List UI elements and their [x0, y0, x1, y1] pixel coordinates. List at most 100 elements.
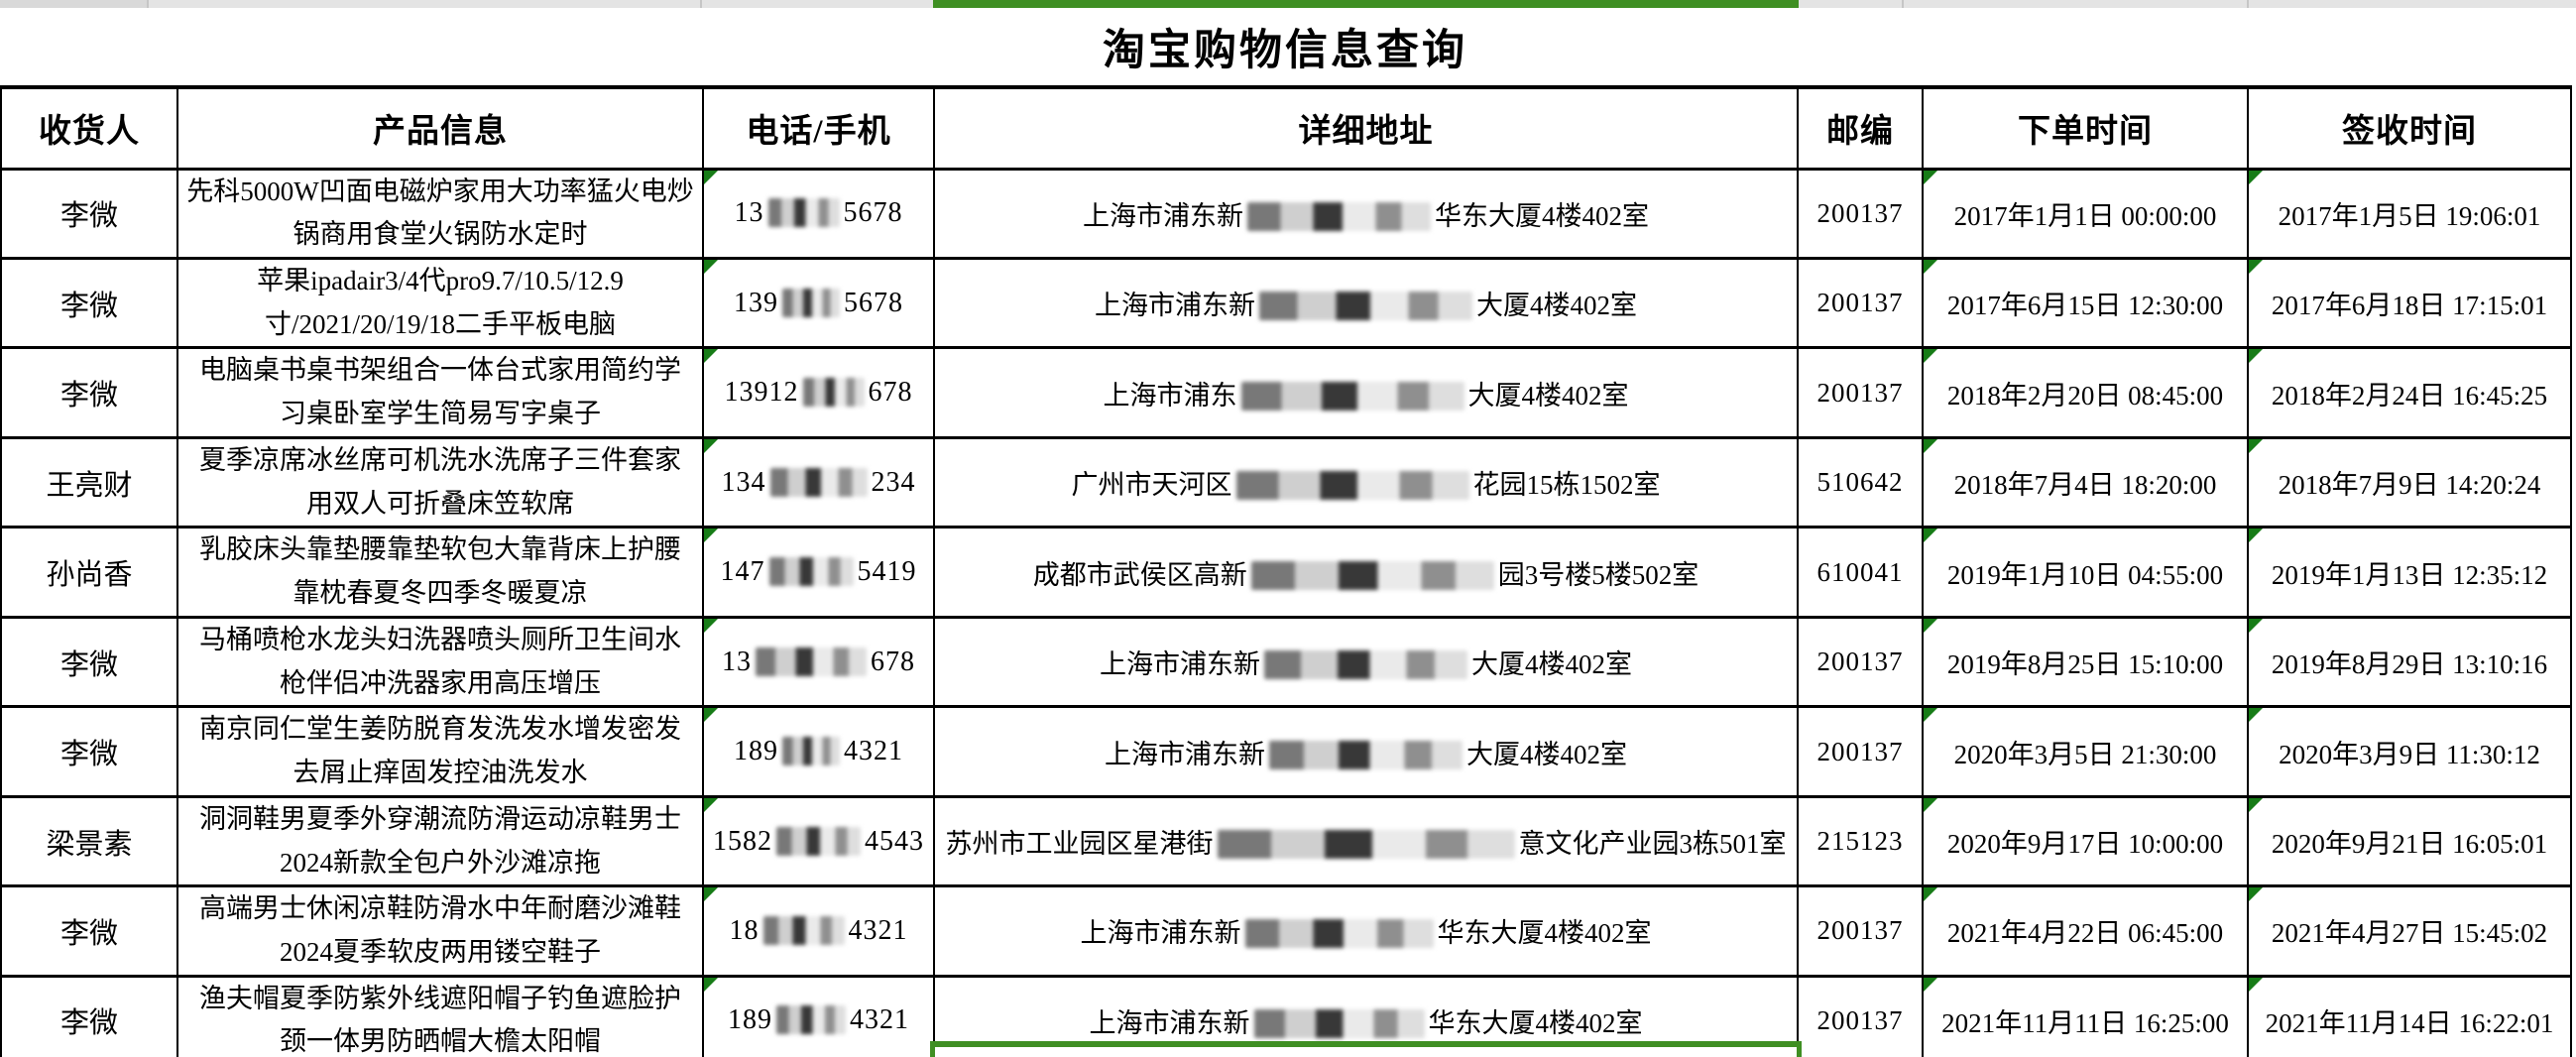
address-visible-prefix: 上海市浦东新 — [1095, 291, 1255, 321]
phone-visible-prefix: 1582 — [713, 825, 772, 857]
address-visible-suffix: 意文化产业园3栋501室 — [1518, 829, 1787, 860]
address-redaction-blur — [1264, 650, 1467, 680]
cell-postcode[interactable]: 200137 — [1797, 884, 1924, 978]
cell-address[interactable]: 广州市天河区 花园15栋1502室 — [933, 435, 1799, 529]
header-cell-phone[interactable]: 电话/手机 — [702, 85, 935, 171]
cell-address[interactable]: 上海市浦东新 大厦4楼402室 — [933, 615, 1799, 709]
cell-order-time[interactable]: 2019年1月10日 04:55:00 — [1922, 526, 2249, 619]
header-cell-sign_time[interactable]: 签收时间 — [2247, 85, 2572, 171]
header-cell-address[interactable]: 详细地址 — [933, 85, 1799, 171]
phone-visible-suffix: 5678 — [844, 287, 903, 318]
table-row: 孙尚香 乳胶床头靠垫腰靠垫软包大靠背床上护腰靠枕春夏冬四季冬暖夏凉 147 5419 成… — [0, 526, 2572, 619]
cell-phone[interactable]: 189 4321 — [702, 974, 935, 1057]
address-visible-suffix: 大厦4楼402室 — [1466, 739, 1627, 769]
cell-order-time[interactable]: 2017年1月1日 00:00:00 — [1922, 167, 2249, 260]
cell-order-time[interactable]: 2020年3月5日 21:30:00 — [1922, 705, 2249, 798]
cell-address[interactable]: 上海市浦东 大厦4楼402室 — [933, 346, 1799, 439]
cell-phone[interactable]: 13 678 — [702, 615, 935, 709]
cell-sign-time[interactable]: 2017年6月18日 17:15:01 — [2247, 256, 2572, 350]
cell-product[interactable]: 苹果ipadair3/4代pro9.7/10.5/12.9寸/2021/20/1… — [176, 256, 704, 350]
cell-order-time[interactable]: 2017年6月15日 12:30:00 — [1922, 256, 2249, 350]
cell-address[interactable]: 上海市浦东新 大厦4楼402室 — [933, 256, 1799, 350]
page-title: 淘宝购物信息查询 — [1103, 28, 1467, 74]
address-redaction-blur — [1269, 740, 1463, 769]
cell-phone[interactable]: 18 4321 — [702, 884, 935, 978]
cell-recipient[interactable]: 李微 — [0, 884, 178, 978]
header-cell-recipient[interactable]: 收货人 — [0, 85, 178, 171]
cell-recipient[interactable]: 李微 — [0, 256, 178, 350]
cell-sign-time[interactable]: 2020年9月21日 16:05:01 — [2247, 794, 2572, 888]
cell-postcode[interactable]: 215123 — [1797, 794, 1924, 888]
sheet-column-strip[interactable] — [0, 0, 2576, 8]
cell-recipient[interactable]: 李微 — [0, 974, 178, 1057]
cell-sign-time[interactable]: 2018年7月9日 14:20:24 — [2247, 435, 2572, 529]
cell-recipient[interactable]: 李微 — [0, 346, 178, 439]
cell-order-time[interactable]: 2018年2月20日 08:45:00 — [1922, 346, 2249, 439]
cell-order-time[interactable]: 2020年9月17日 10:00:00 — [1922, 794, 2249, 888]
cell-sign-time[interactable]: 2019年8月29日 13:10:16 — [2247, 615, 2572, 709]
cell-product[interactable]: 南京同仁堂生姜防脱育发洗发水增发密发去屑止痒固发控油洗发水 — [176, 705, 704, 798]
column-strip-selection-highlight — [933, 0, 1799, 8]
header-cell-postcode[interactable]: 邮编 — [1797, 85, 1924, 171]
cell-address[interactable]: 苏州市工业园区星港街 意文化产业园3栋501室 — [933, 794, 1799, 888]
cell-address[interactable]: 上海市浦东新 华东大厦4楼402室 — [933, 167, 1799, 260]
cell-product[interactable]: 夏季凉席冰丝席可机洗水洗席子三件套家用双人可折叠床笠软席 — [176, 435, 704, 529]
address-visible-prefix: 上海市浦东 — [1103, 380, 1237, 411]
cell-order-time[interactable]: 2021年4月22日 06:45:00 — [1922, 884, 2249, 978]
cell-product[interactable]: 洞洞鞋男夏季外穿潮流防滑运动凉鞋男士2024新款全包户外沙滩凉拖 — [176, 794, 704, 888]
cell-postcode[interactable]: 200137 — [1797, 167, 1924, 260]
cell-address[interactable]: 上海市浦东新 大厦4楼402室 — [933, 705, 1799, 798]
cell-recipient[interactable]: 李微 — [0, 705, 178, 798]
cell-sign-time[interactable]: 2021年11月14日 16:22:01 — [2247, 974, 2572, 1057]
cell-product[interactable]: 电脑桌书桌书架组合一体台式家用简约学习桌卧室学生简易写字桌子 — [176, 346, 704, 439]
address-visible-suffix: 大厦4楼402室 — [1471, 649, 1632, 680]
phone-redaction-blur — [756, 646, 867, 676]
phone-redaction-blur — [802, 378, 865, 408]
table-row: 王亮财 夏季凉席冰丝席可机洗水洗席子三件套家用双人可折叠床笠软席 134 234 广州市… — [0, 435, 2572, 529]
cell-sign-time[interactable]: 2019年1月13日 12:35:12 — [2247, 526, 2572, 619]
cell-phone[interactable]: 1582 4543 — [702, 794, 935, 888]
phone-visible-suffix: 5678 — [843, 197, 903, 229]
cell-order-time[interactable]: 2021年11月11日 16:25:00 — [1922, 974, 2249, 1057]
cell-postcode[interactable]: 200137 — [1797, 256, 1924, 350]
phone-visible-prefix: 18 — [729, 914, 760, 946]
cell-product[interactable]: 马桶喷枪水龙头妇洗器喷头厕所卫生间水枪伴侣冲洗器家用高压增压 — [176, 615, 704, 709]
cell-phone[interactable]: 13912 678 — [702, 346, 935, 439]
phone-redaction-blur — [776, 826, 861, 856]
cell-sign-time[interactable]: 2018年2月24日 16:45:25 — [2247, 346, 2572, 439]
cell-postcode[interactable]: 200137 — [1797, 705, 1924, 798]
phone-visible-prefix: 189 — [728, 1004, 772, 1036]
cell-postcode[interactable]: 200137 — [1797, 615, 1924, 709]
cell-product[interactable]: 乳胶床头靠垫腰靠垫软包大靠背床上护腰靠枕春夏冬四季冬暖夏凉 — [176, 526, 704, 619]
header-cell-order_time[interactable]: 下单时间 — [1922, 85, 2249, 171]
cell-product[interactable]: 高端男士休闲凉鞋防滑水中年耐磨沙滩鞋2024夏季软皮两用镂空鞋子 — [176, 884, 704, 978]
header-cell-product[interactable]: 产品信息 — [176, 85, 704, 171]
cell-phone[interactable]: 139 5678 — [702, 256, 935, 350]
cell-phone[interactable]: 189 4321 — [702, 705, 935, 798]
cell-phone[interactable]: 147 5419 — [702, 526, 935, 619]
cell-sign-time[interactable]: 2017年1月5日 19:06:01 — [2247, 167, 2572, 260]
cell-phone[interactable]: 13 5678 — [702, 167, 935, 260]
cell-postcode[interactable]: 200137 — [1797, 346, 1924, 439]
cell-sign-time[interactable]: 2020年3月9日 11:30:12 — [2247, 705, 2572, 798]
cell-recipient[interactable]: 李微 — [0, 167, 178, 260]
cell-postcode[interactable]: 200137 — [1797, 974, 1924, 1057]
cell-postcode[interactable]: 610041 — [1797, 526, 1924, 619]
cell-sign-time[interactable]: 2021年4月27日 15:45:02 — [2247, 884, 2572, 978]
cell-order-time[interactable]: 2018年7月4日 18:20:00 — [1922, 435, 2249, 529]
phone-visible-suffix: 678 — [868, 377, 913, 409]
cell-recipient[interactable]: 梁景素 — [0, 794, 178, 888]
cell-product[interactable]: 渔夫帽夏季防紫外线遮阳帽子钓鱼遮脸护颈一体男防晒帽大檐太阳帽 — [176, 974, 704, 1057]
cell-address[interactable]: 上海市浦东新 华东大厦4楼402室 — [933, 884, 1799, 978]
address-visible-suffix: 华东大厦4楼402室 — [1435, 200, 1649, 231]
address-visible-suffix: 华东大厦4楼402室 — [1437, 918, 1652, 949]
cell-recipient[interactable]: 李微 — [0, 615, 178, 709]
phone-redaction-blur — [776, 1005, 846, 1035]
cell-address[interactable]: 成都市武侯区高新 园3号楼5楼502室 — [933, 526, 1799, 619]
cell-recipient[interactable]: 王亮财 — [0, 435, 178, 529]
cell-postcode[interactable]: 510642 — [1797, 435, 1924, 529]
cell-phone[interactable]: 134 234 — [702, 435, 935, 529]
cell-order-time[interactable]: 2019年8月25日 15:10:00 — [1922, 615, 2249, 709]
cell-product[interactable]: 先科5000W凹面电磁炉家用大功率猛火电炒锅商用食堂火锅防水定时 — [176, 167, 704, 260]
cell-recipient[interactable]: 孙尚香 — [0, 526, 178, 619]
